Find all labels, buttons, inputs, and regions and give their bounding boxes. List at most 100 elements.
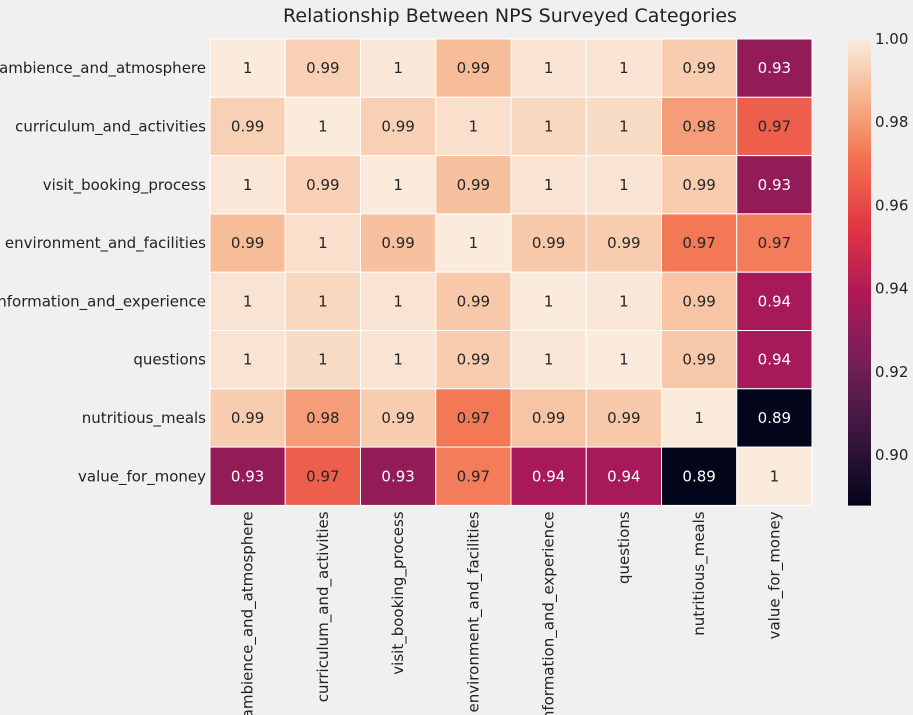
cell-value-label: 1 (544, 292, 554, 310)
heatmap-cell (736, 38, 813, 98)
colorbar-segment (848, 73, 871, 79)
cell-value-label: 1 (243, 59, 253, 77)
cell-value-label: 0.93 (758, 59, 791, 77)
colorbar-segment (848, 427, 871, 432)
cell-value-label: 0.97 (682, 234, 715, 252)
heatmap-cell (510, 155, 587, 215)
colorbar-segment (848, 400, 871, 405)
colorbar-segment (848, 229, 871, 234)
colorbar-segment (848, 438, 871, 444)
cell-value-label: 0.99 (607, 234, 640, 252)
colorbar-segment (848, 151, 871, 157)
colorbar-tick-label: 0.92 (875, 363, 908, 381)
heatmap-cell (661, 213, 738, 273)
heatmap-cell (209, 388, 286, 448)
cell-value-label: 1 (318, 234, 328, 252)
colorbar-segment (848, 303, 871, 308)
heatmap-cell (435, 446, 512, 506)
colorbar-segment (848, 50, 871, 56)
heatmap-cells: 1 0.99 1 0.99 1 1 0.99 0.93 0.99 1 0.99 1 1 1 0.98 0.97… (209, 38, 813, 506)
column-label: curriculum_and_activities (314, 511, 333, 702)
colorbar-segment (848, 435, 871, 440)
column-label: information_and_experience (540, 511, 559, 715)
row-label: curriculum_and_activities (15, 117, 206, 136)
colorbar-segment (848, 202, 871, 207)
cell-value-label: 1 (243, 351, 253, 369)
cell-value-label: 0.99 (231, 234, 264, 252)
colorbar-segment (848, 310, 871, 316)
heatmap-cell (209, 446, 286, 506)
colorbar-segment (848, 481, 871, 487)
colorbar-segment (848, 411, 871, 417)
heatmap-cell (585, 330, 662, 390)
colorbar-segment (848, 213, 871, 219)
heatmap-cell (435, 38, 512, 98)
colorbar-segment (848, 58, 871, 63)
cell-value-label: 0.99 (457, 176, 490, 194)
colorbar-segment (848, 501, 871, 506)
colorbar-segment (848, 419, 871, 425)
colorbar-segment (848, 186, 871, 192)
heatmap-cell (585, 96, 662, 157)
cell-value-label: 1 (619, 59, 629, 77)
colorbar-segment (848, 291, 871, 296)
colorbar-segment (848, 473, 871, 479)
colorbar-segment (848, 272, 871, 277)
column-label: questions (615, 511, 633, 584)
cell-value-label: 0.97 (758, 234, 791, 252)
heatmap-cell (510, 388, 587, 448)
heatmap-cell (435, 96, 512, 157)
colorbar-segment (848, 221, 871, 226)
cell-value-label: 0.89 (682, 467, 715, 485)
colorbar-segment (848, 155, 871, 160)
colorbar-segment (848, 462, 871, 467)
colorbar-segment (848, 112, 871, 118)
heatmap-cell (435, 271, 512, 332)
colorbar-segment (848, 338, 871, 343)
heatmap-cell (284, 38, 361, 98)
row-label: nutritious_meals (82, 409, 206, 428)
colorbar-segment (848, 205, 871, 211)
cell-value-label: 0.98 (306, 409, 339, 427)
colorbar-segment (848, 89, 871, 94)
heatmap-cell (360, 330, 437, 390)
cell-value-label: 0.99 (457, 292, 490, 310)
heatmap-cell (209, 155, 286, 215)
cell-value-label: 1 (619, 117, 629, 135)
colorbar-segment (848, 361, 871, 366)
colorbar-segment (848, 116, 871, 122)
heatmap-cell (435, 213, 512, 273)
heatmap-cell (360, 38, 437, 98)
cell-value-label: 1 (544, 176, 554, 194)
cell-value-label: 0.99 (306, 176, 339, 194)
cell-value-label: 1 (619, 351, 629, 369)
colorbar-segment (848, 167, 871, 172)
heatmap-cell (661, 155, 738, 215)
colorbar-segment (848, 485, 871, 491)
heatmap-cell (736, 388, 813, 448)
colorbar-segment (848, 209, 871, 215)
row-labels: ambience_and_atmosphere curriculum_and_ac… (0, 59, 206, 486)
colorbar-segment (848, 458, 871, 463)
colorbar-segment (848, 182, 871, 188)
cell-value-label: 0.99 (607, 409, 640, 427)
colorbar-segment (848, 46, 871, 52)
colorbar-segment (848, 143, 871, 149)
colorbar-segment (848, 178, 871, 184)
cell-value-label: 0.99 (381, 409, 414, 427)
cell-value-label: 0.97 (457, 467, 490, 485)
cell-value-label: 1 (243, 176, 253, 194)
heatmap-cell (661, 271, 738, 332)
row-label: visit_booking_process (43, 176, 206, 195)
heatmap-cell (209, 38, 286, 98)
heatmap-cell (736, 446, 813, 506)
cell-value-label: 0.94 (758, 292, 791, 310)
cell-value-label: 1 (393, 351, 403, 369)
colorbar-segment (848, 372, 871, 378)
colorbar-segment (848, 42, 871, 48)
colorbar-segment (848, 260, 871, 265)
colorbar-segment (848, 174, 871, 180)
colorbar-tick-label: 0.90 (875, 446, 908, 464)
heatmap-cell (736, 330, 813, 390)
cell-value-label: 0.99 (532, 409, 565, 427)
